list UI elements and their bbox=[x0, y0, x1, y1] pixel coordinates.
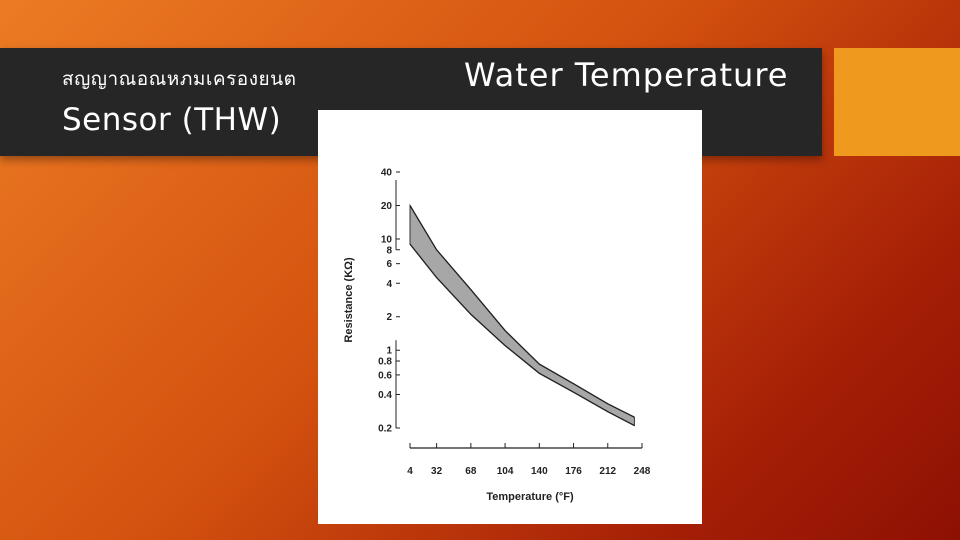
x-tick-label: 68 bbox=[465, 466, 477, 477]
y-tick-label: 40 bbox=[381, 168, 393, 179]
x-tick-label: 140 bbox=[531, 466, 548, 477]
x-axis-title: Temperature (°F) bbox=[486, 491, 574, 503]
resistance-temperature-chart: 40 20 108 6 4 2 10.8 0.6 0.4 0.2 4 32 68 104 140 176 212… bbox=[343, 168, 651, 504]
y-tick-label: 4 bbox=[386, 279, 392, 290]
chart-panel: 40 20 10 8 6 4 2 1 0.8 0.6 0.4 0.2 4 32 68 104 140 176 212… bbox=[318, 110, 702, 524]
y-tick-label: 8 bbox=[386, 245, 392, 256]
y-tick-label: 6 bbox=[386, 259, 392, 270]
resistance-band bbox=[409, 203, 635, 427]
y-tick-label: 10 bbox=[381, 234, 393, 245]
x-tick-label: 32 bbox=[431, 466, 443, 477]
y-tick-label: 0.2 bbox=[378, 424, 392, 435]
band-lower-line bbox=[409, 243, 635, 427]
y-tick-label: 20 bbox=[381, 201, 393, 212]
x-tick-label: 212 bbox=[599, 466, 616, 477]
x-tick-label: 248 bbox=[634, 466, 651, 477]
slide-title-right: Water Temperature bbox=[464, 56, 789, 94]
y-tick-label: 1 bbox=[386, 346, 392, 357]
y-tick-label: 2 bbox=[386, 312, 392, 323]
accent-box bbox=[834, 48, 960, 156]
x-tick-label: 176 bbox=[565, 466, 582, 477]
band-upper-line bbox=[409, 205, 635, 418]
y-tick-label: 0.6 bbox=[378, 370, 392, 381]
y-axis-title: Resistance (KΩ) bbox=[343, 257, 355, 343]
slide-title-line2: Sensor (THW) bbox=[62, 102, 282, 138]
y-tick-label: 0.8 bbox=[378, 357, 392, 368]
slide-title-thai: สญญาณอณหภมเครองยนต bbox=[62, 68, 297, 90]
x-tick-label: 104 bbox=[497, 466, 514, 477]
x-tick-label: 4 bbox=[407, 466, 413, 477]
y-tick-label: 0.4 bbox=[378, 390, 392, 401]
